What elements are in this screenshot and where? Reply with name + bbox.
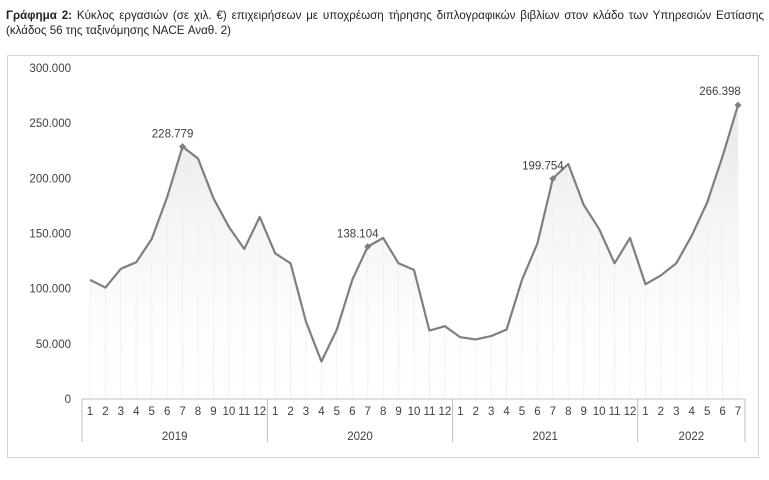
month-tick-label: 5: [334, 406, 340, 418]
y-tick-label: 200.000: [29, 173, 71, 185]
month-tick-label: 7: [550, 406, 556, 418]
month-tick-label: 10: [222, 406, 235, 418]
month-tick-label: 4: [503, 406, 510, 418]
month-tick-label: 9: [395, 406, 401, 418]
month-tick-label: 9: [210, 406, 216, 418]
month-tick-label: 10: [593, 406, 606, 418]
area-fill: [90, 105, 738, 399]
month-tick-label: 8: [565, 406, 571, 418]
month-tick-label: 11: [238, 406, 250, 418]
month-tick-label: 8: [195, 406, 201, 418]
year-label: 2019: [162, 431, 188, 443]
figure-caption: Γράφημα 2: Κύκλος εργασιών (σε χιλ. €) ε…: [6, 8, 764, 38]
data-label: 266.398: [699, 86, 741, 98]
year-label: 2021: [532, 431, 558, 443]
month-tick-label: 4: [318, 406, 325, 418]
month-tick-label: 9: [581, 406, 587, 418]
month-tick-label: 7: [365, 406, 371, 418]
month-tick-label: 2: [102, 406, 108, 418]
month-tick-label: 8: [380, 406, 386, 418]
month-tick-label: 12: [438, 406, 451, 418]
month-tick-label: 12: [253, 406, 266, 418]
month-tick-label: 2: [473, 406, 479, 418]
y-tick-label: 300.000: [29, 63, 71, 75]
data-point-marker: [734, 101, 742, 109]
month-tick-label: 11: [423, 406, 435, 418]
data-point-marker: [364, 243, 372, 251]
month-tick-label: 5: [519, 406, 525, 418]
month-tick-label: 4: [133, 406, 140, 418]
month-tick-label: 11: [609, 406, 621, 418]
month-tick-label: 10: [408, 406, 421, 418]
y-tick-label: 250.000: [29, 118, 71, 130]
month-tick-label: 7: [735, 406, 741, 418]
month-tick-label: 1: [642, 406, 648, 418]
year-label: 2022: [679, 431, 705, 443]
y-tick-label: 100.000: [29, 284, 71, 296]
month-tick-label: 1: [457, 406, 463, 418]
y-tick-label: 0: [65, 394, 71, 406]
month-tick-label: 1: [87, 406, 93, 418]
year-label: 2020: [347, 431, 373, 443]
caption-text: Κύκλος εργασιών (σε χιλ. €) επιχειρήσεων…: [6, 9, 764, 37]
data-label: 138.104: [337, 229, 379, 241]
month-tick-label: 2: [658, 406, 664, 418]
month-tick-label: 6: [534, 406, 540, 418]
month-tick-label: 3: [488, 406, 494, 418]
month-tick-label: 5: [149, 406, 155, 418]
month-tick-label: 7: [179, 406, 185, 418]
month-tick-label: 3: [673, 406, 679, 418]
month-tick-label: 6: [719, 406, 725, 418]
month-tick-label: 6: [164, 406, 170, 418]
data-point-marker: [179, 143, 187, 151]
month-tick-label: 5: [704, 406, 710, 418]
y-tick-label: 150.000: [29, 229, 71, 241]
series-line: [89, 104, 740, 363]
month-tick-label: 1: [272, 406, 278, 418]
month-tick-label: 3: [118, 406, 124, 418]
month-tick-label: 12: [624, 406, 637, 418]
month-tick-label: 6: [349, 406, 355, 418]
y-tick-label: 50.000: [36, 339, 71, 351]
data-label: 199.754: [522, 161, 564, 173]
caption-prefix: Γράφημα 2:: [6, 9, 73, 22]
data-point-marker: [549, 175, 557, 183]
data-label: 228.779: [152, 129, 194, 141]
month-tick-label: 2: [287, 406, 293, 418]
month-tick-label: 4: [689, 406, 696, 418]
month-tick-label: 3: [303, 406, 309, 418]
